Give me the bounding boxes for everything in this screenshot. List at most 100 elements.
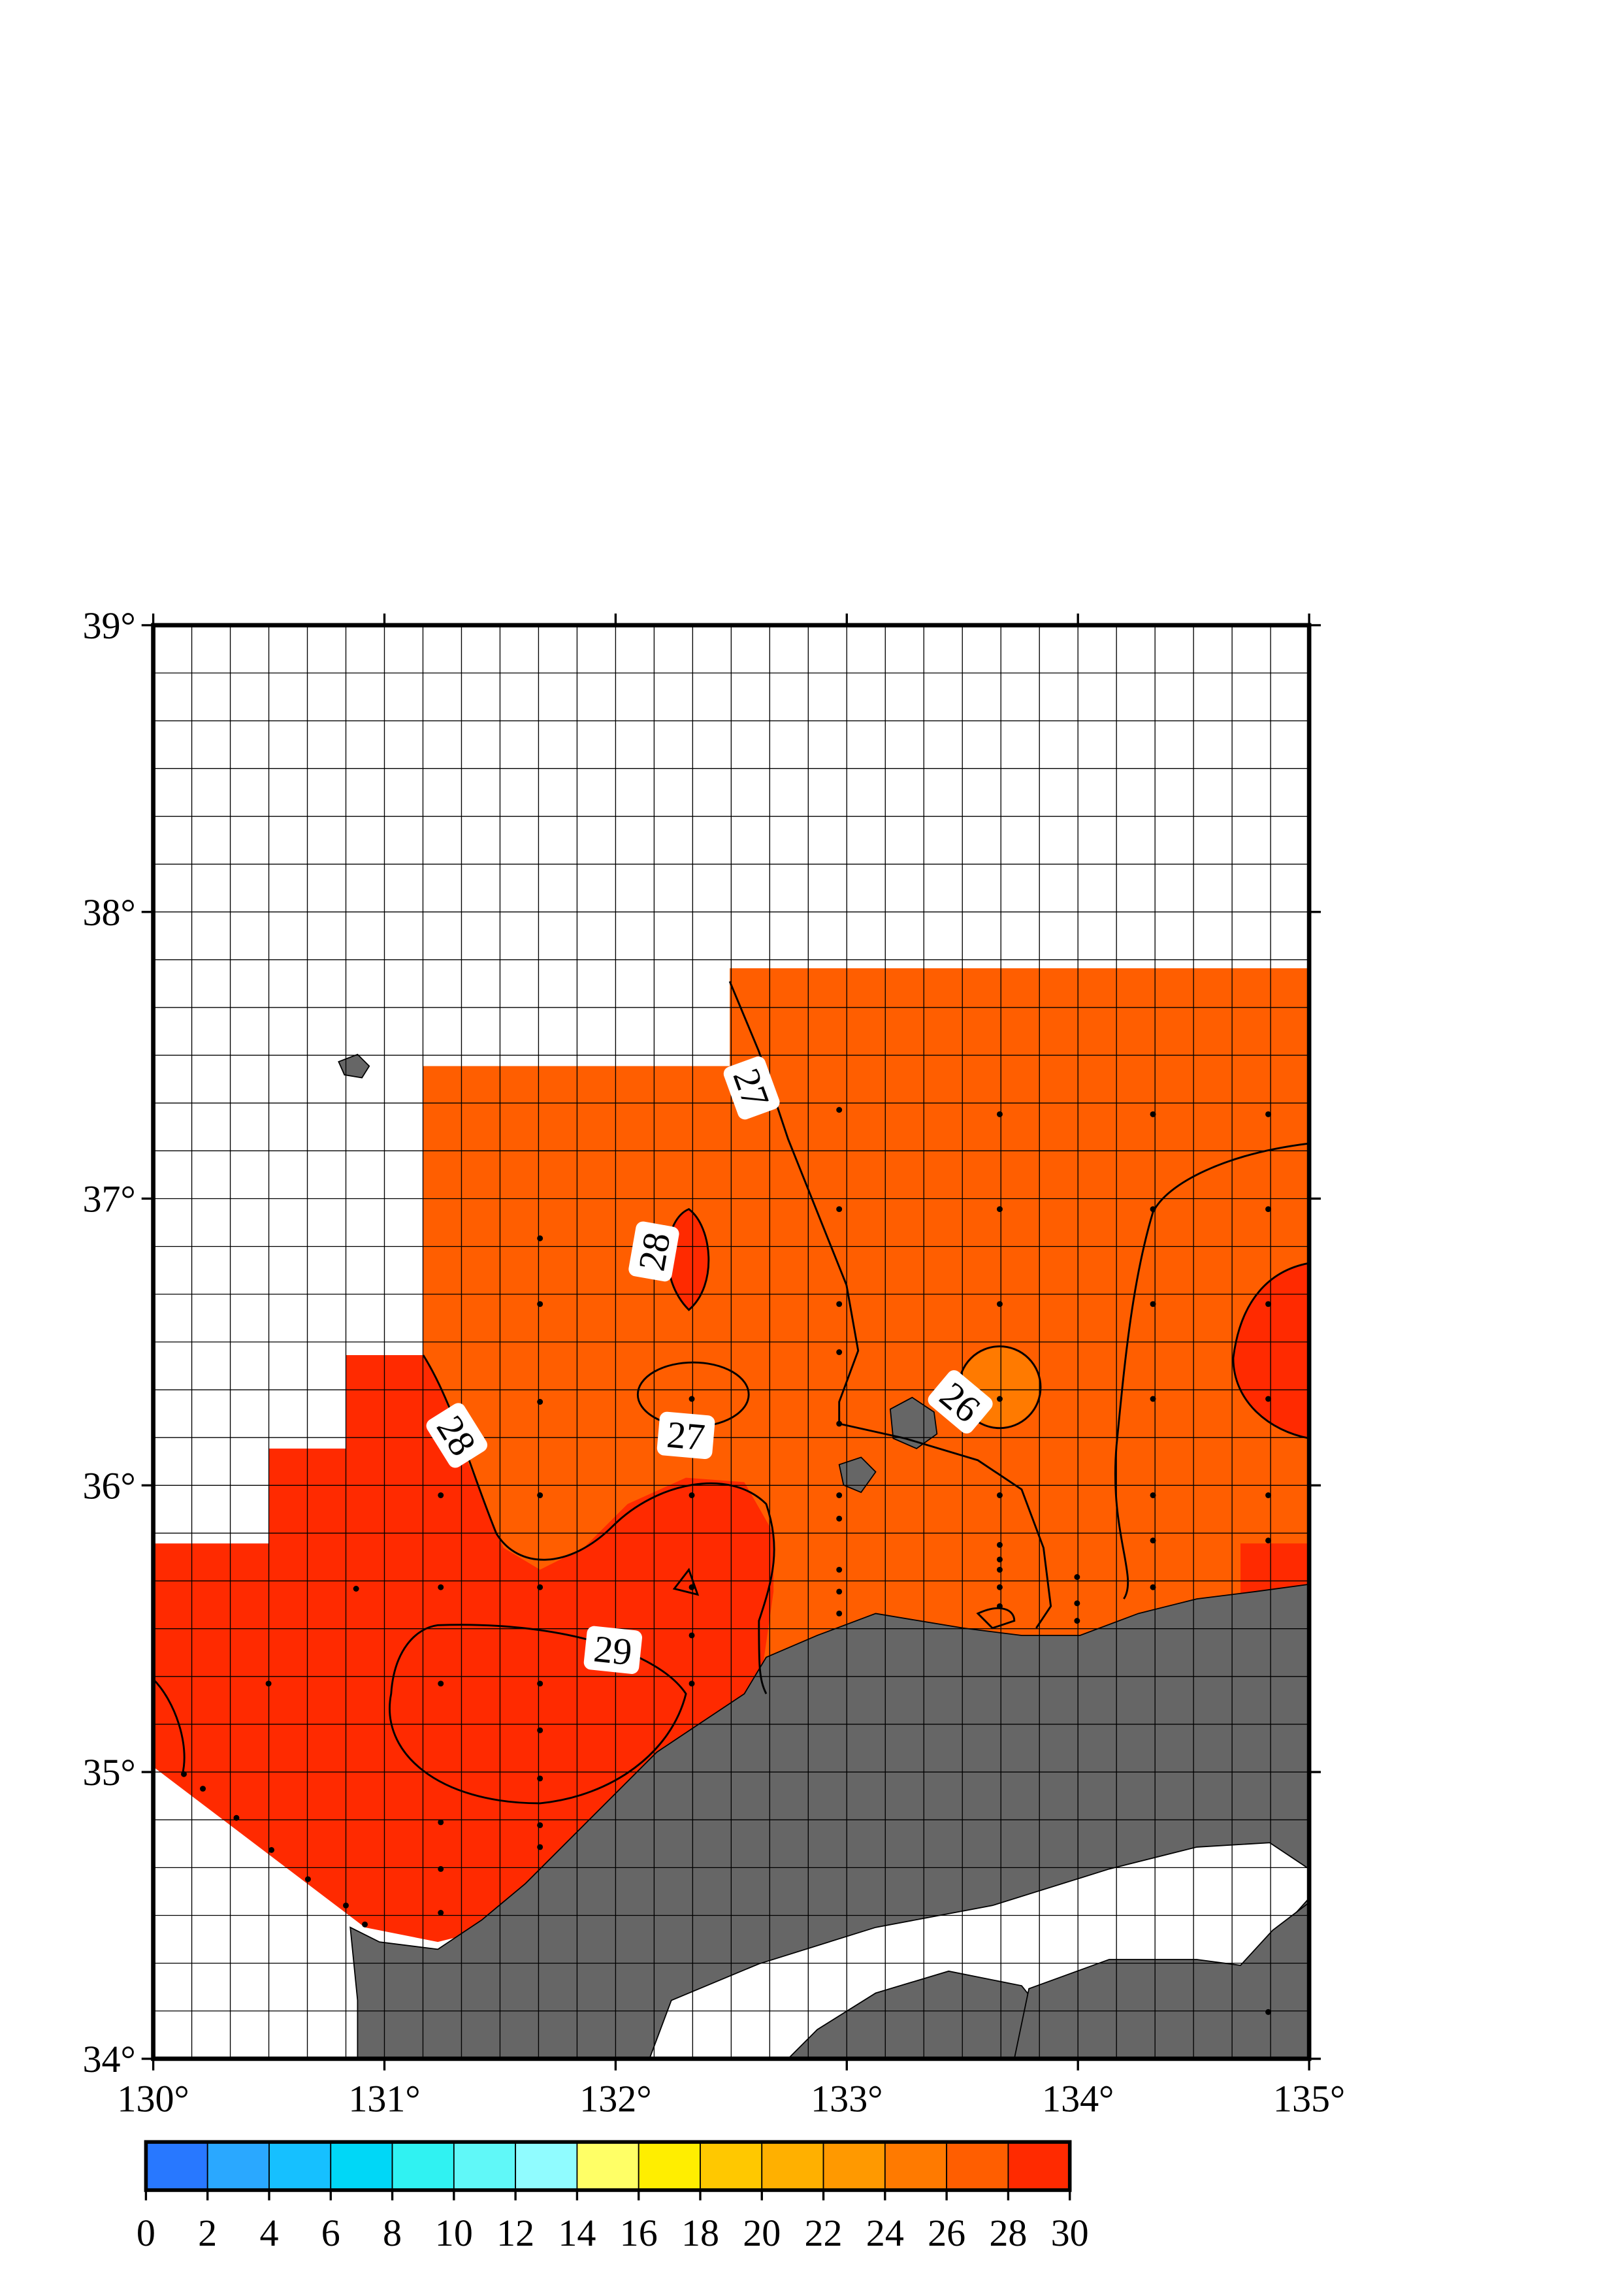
contour: [422, 1354, 775, 1694]
x-tick-label: 130°: [117, 2077, 189, 2120]
colorbar-segment: [515, 2141, 578, 2191]
station: [1150, 1584, 1156, 1590]
colorbar-tick-label: 24: [866, 2212, 904, 2254]
station: [438, 1819, 444, 1826]
colorbar-tick-label: 20: [743, 2212, 781, 2254]
station: [537, 1235, 543, 1241]
station: [438, 1910, 444, 1916]
station: [438, 1492, 444, 1498]
station: [1265, 2009, 1272, 2015]
colorbar-tick-label: 10: [435, 2212, 473, 2254]
island: [889, 1396, 938, 1450]
contour: [672, 1567, 700, 1596]
contour: [976, 1607, 1016, 1630]
station: [1265, 1206, 1272, 1213]
colorbar-tick-label: 8: [383, 2212, 402, 2254]
y-tick-label: 34°: [82, 2038, 135, 2080]
label-box: [583, 1626, 642, 1674]
colorbar-tick-label: 18: [681, 2212, 719, 2254]
station: [343, 1902, 349, 1909]
label-box: [723, 1056, 780, 1120]
x-tick-label: 133°: [811, 2077, 883, 2120]
station: [268, 1846, 275, 1853]
station: [996, 1492, 1003, 1498]
station: [1265, 1111, 1272, 1117]
y-tick-label: 37°: [82, 1178, 135, 1221]
station: [836, 1107, 843, 1113]
station: [1074, 1600, 1080, 1607]
y-tick-label: 39°: [82, 604, 135, 647]
station: [353, 1586, 359, 1592]
contour: [1114, 1142, 1310, 1599]
colorbar-segment: [884, 2141, 948, 2191]
label-box: [656, 1411, 715, 1460]
colorbar-segment: [330, 2141, 393, 2191]
label-box: [928, 1370, 993, 1434]
station: [836, 1566, 843, 1573]
label-box: [426, 1403, 488, 1468]
station: [688, 1584, 695, 1590]
station: [836, 1301, 843, 1307]
colorbar-segment: [761, 2141, 824, 2191]
station: [836, 1420, 843, 1427]
station: [836, 1515, 843, 1522]
y-tick-label: 35°: [82, 1751, 135, 1794]
colorbar-segment: [638, 2141, 701, 2191]
colorbar-frame: [144, 2140, 1072, 2192]
colorbar-tick-label: 22: [805, 2212, 843, 2254]
colorbar-segment: [946, 2141, 1009, 2191]
station: [1150, 1301, 1156, 1307]
station: [537, 1681, 543, 1687]
station: [1265, 1301, 1272, 1307]
x-tick-label: 135°: [1273, 2077, 1345, 2120]
contour: [728, 981, 1052, 1629]
colorbar-tick-label: 26: [928, 2212, 965, 2254]
x-tick-label: 131°: [348, 2077, 420, 2120]
station: [996, 1111, 1003, 1117]
colorbar-segment: [822, 2141, 886, 2191]
station: [265, 1681, 272, 1687]
island: [338, 1053, 370, 1079]
station: [836, 1349, 843, 1355]
map-frame: [151, 623, 1312, 2061]
contour: [1232, 1262, 1310, 1439]
station: [1150, 1206, 1156, 1213]
station: [537, 1492, 543, 1498]
station: [304, 1876, 311, 1882]
contour-label: 27: [656, 1411, 715, 1460]
colorbar-segment: [206, 2141, 270, 2191]
stations: [181, 1107, 1272, 2015]
colorbar-segment: [700, 2141, 763, 2191]
contour-value: 28: [630, 1229, 678, 1273]
station: [537, 1301, 543, 1307]
station: [688, 1681, 695, 1687]
colorbar-tick-label: 4: [259, 2212, 278, 2254]
station: [233, 1814, 240, 1821]
station: [996, 1301, 1003, 1307]
station: [996, 1206, 1003, 1213]
y-tick-label: 36°: [82, 1464, 135, 1507]
station: [836, 1492, 843, 1498]
station: [996, 1603, 1003, 1609]
contour-label: 29: [583, 1626, 642, 1674]
station: [438, 1865, 444, 1872]
station: [1150, 1396, 1156, 1402]
station: [996, 1566, 1003, 1573]
land: [338, 1053, 1310, 2059]
colorbar-tick-label: 12: [496, 2212, 534, 2254]
station: [1265, 1492, 1272, 1498]
station: [996, 1584, 1003, 1590]
contour: [152, 1678, 186, 1775]
station: [438, 1681, 444, 1687]
colorbar-segment: [1007, 2141, 1071, 2191]
contour-value: 29: [592, 1628, 634, 1674]
station: [537, 1399, 543, 1405]
colorbar-segment: [391, 2141, 455, 2191]
station: [1074, 1618, 1080, 1624]
station: [200, 1786, 206, 1792]
colorbar-tick-label: 16: [620, 2212, 658, 2254]
station: [836, 1610, 843, 1616]
colorbar-tick-label: 6: [321, 2212, 340, 2254]
